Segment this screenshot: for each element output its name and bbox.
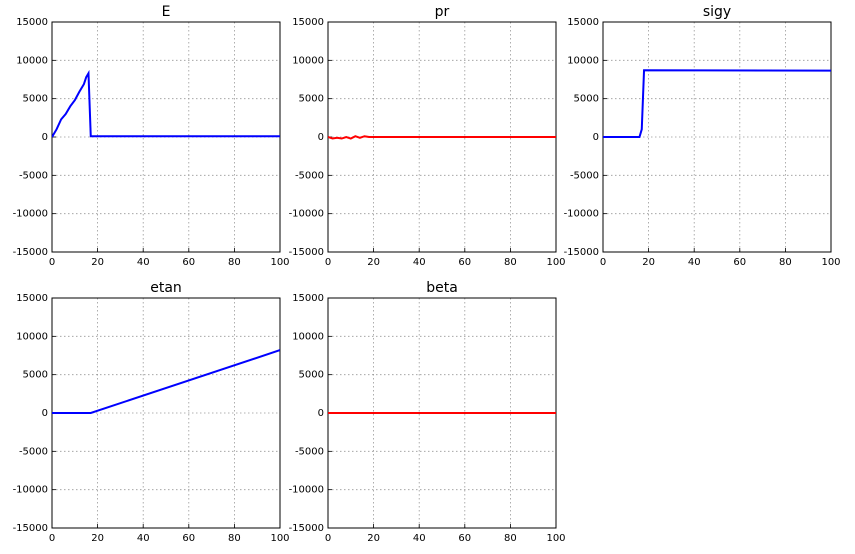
subplot: 0 20 40 60 80 100 -15000 -10000 -5000 0 5000 10000 1… — [13, 4, 290, 268]
y-tick-label: 0 — [318, 408, 324, 419]
subplot: 0 20 40 60 80 100 -15000 -10000 -5000 0 5000 10000 1… — [289, 4, 566, 268]
x-tick-label: 60 — [733, 257, 746, 268]
y-tick-label: -10000 — [289, 209, 324, 220]
y-tick-label: -10000 — [13, 485, 48, 496]
x-tick-label: 60 — [182, 257, 195, 268]
y-tick-label: 5000 — [23, 94, 48, 105]
y-tick-label: 0 — [42, 408, 48, 419]
x-tick-label: 40 — [137, 533, 150, 544]
data-line — [328, 135, 556, 140]
y-tick-label: 10000 — [16, 55, 48, 66]
y-tick-label: 0 — [593, 132, 599, 143]
x-tick-label: 20 — [367, 533, 380, 544]
x-tick-label: 0 — [600, 257, 606, 268]
y-tick-label: 5000 — [299, 94, 324, 105]
y-tick-label: 15000 — [292, 17, 324, 28]
chart-title: sigy — [703, 4, 731, 20]
x-tick-label: 20 — [91, 257, 104, 268]
y-tick-label: -10000 — [289, 485, 324, 496]
x-tick-label: 0 — [325, 533, 331, 544]
subplot: 0 20 40 60 80 100 -15000 -10000 -5000 0 5000 10000 1… — [289, 280, 566, 544]
chart-title: beta — [426, 280, 458, 296]
x-tick-label: 40 — [413, 533, 426, 544]
x-tick-label: 0 — [49, 257, 55, 268]
x-tick-label: 60 — [458, 257, 471, 268]
y-tick-label: -5000 — [570, 170, 599, 181]
data-line — [52, 69, 280, 138]
x-tick-label: 80 — [228, 257, 241, 268]
y-tick-label: 15000 — [292, 293, 324, 304]
x-tick-label: 60 — [182, 533, 195, 544]
y-tick-label: 10000 — [292, 55, 324, 66]
x-tick-label: 100 — [270, 257, 289, 268]
y-tick-label: 5000 — [299, 370, 324, 381]
x-tick-label: 40 — [688, 257, 701, 268]
subplot: 0 20 40 60 80 100 -15000 -10000 -5000 0 5000 10000 1… — [564, 4, 841, 268]
chart-title: etan — [150, 280, 182, 296]
y-tick-label: -5000 — [295, 170, 324, 181]
y-tick-label: 5000 — [23, 370, 48, 381]
x-tick-label: 20 — [367, 257, 380, 268]
x-tick-label: 100 — [546, 257, 565, 268]
subplot: 0 20 40 60 80 100 -15000 -10000 -5000 0 5000 10000 1… — [13, 280, 290, 544]
x-tick-label: 100 — [546, 533, 565, 544]
y-tick-label: 0 — [318, 132, 324, 143]
y-tick-label: 5000 — [574, 94, 599, 105]
x-tick-label: 80 — [504, 257, 517, 268]
y-tick-label: 15000 — [16, 293, 48, 304]
x-tick-label: 100 — [270, 533, 289, 544]
y-tick-label: -15000 — [289, 523, 324, 534]
chart-title: pr — [435, 4, 450, 20]
x-tick-label: 40 — [413, 257, 426, 268]
y-tick-label: -5000 — [295, 446, 324, 457]
y-tick-label: 15000 — [16, 17, 48, 28]
x-tick-label: 20 — [91, 533, 104, 544]
y-tick-label: -15000 — [13, 523, 48, 534]
y-tick-label: -5000 — [19, 170, 48, 181]
x-tick-label: 40 — [137, 257, 150, 268]
chart-title: E — [162, 4, 171, 20]
x-tick-label: 0 — [325, 257, 331, 268]
data-line — [603, 69, 831, 138]
y-tick-label: -15000 — [289, 247, 324, 258]
x-tick-label: 60 — [458, 533, 471, 544]
y-tick-label: -10000 — [564, 209, 599, 220]
y-tick-label: 0 — [42, 132, 48, 143]
x-tick-label: 100 — [821, 257, 840, 268]
x-tick-label: 80 — [504, 533, 517, 544]
x-tick-label: 80 — [779, 257, 792, 268]
y-tick-label: 10000 — [16, 331, 48, 342]
y-tick-label: -15000 — [13, 247, 48, 258]
plot-frame — [602, 21, 832, 253]
y-tick-label: -5000 — [19, 446, 48, 457]
x-tick-label: 20 — [642, 257, 655, 268]
data-line — [52, 349, 280, 414]
x-tick-label: 0 — [49, 533, 55, 544]
y-tick-label: -10000 — [13, 209, 48, 220]
y-tick-label: 15000 — [567, 17, 599, 28]
y-tick-label: 10000 — [567, 55, 599, 66]
y-tick-label: -15000 — [564, 247, 599, 258]
y-tick-label: 10000 — [292, 331, 324, 342]
x-tick-label: 80 — [228, 533, 241, 544]
